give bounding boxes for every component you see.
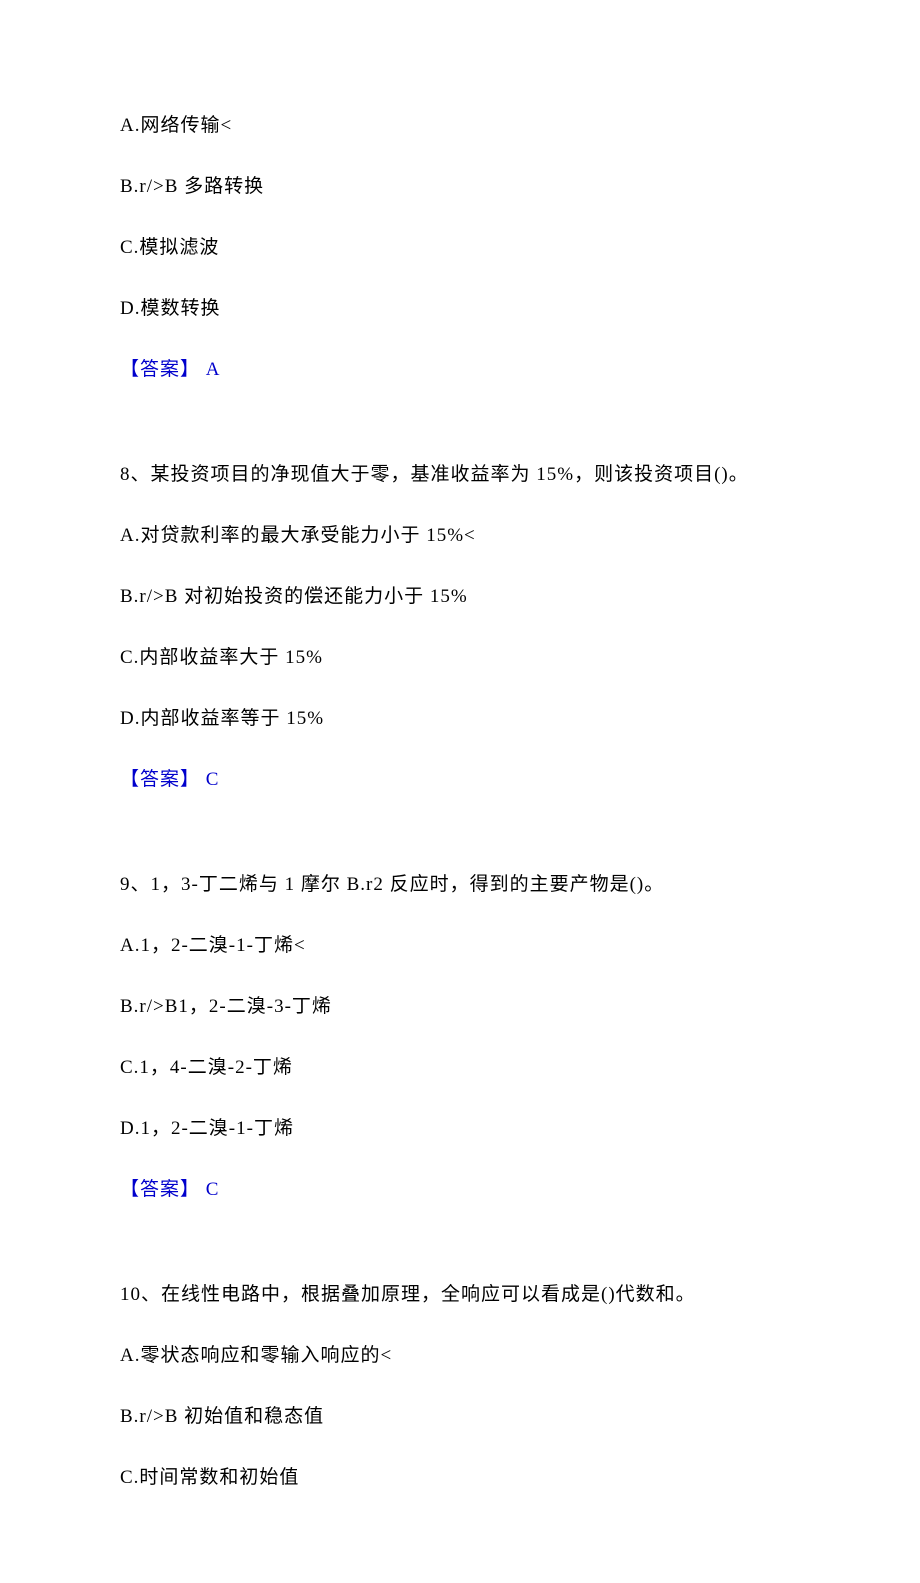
q8-option-d: D.内部收益率等于 15%: [120, 703, 800, 730]
q10-option-c: C.时间常数和初始值: [120, 1462, 800, 1489]
q8-option-b: B.r/>B 对初始投资的偿还能力小于 15%: [120, 581, 800, 608]
answer-value: C: [200, 1179, 219, 1200]
q9-stem: 9、1，3-丁二烯与 1 摩尔 B.r2 反应时，得到的主要产物是()。: [120, 869, 800, 896]
answer-label: 【答案】: [120, 769, 200, 790]
document-page: A.网络传输< B.r/>B 多路转换 C.模拟滤波 D.模数转换 【答案】 A…: [0, 0, 920, 1583]
q7-option-d: D.模数转换: [120, 293, 800, 320]
q8-stem: 8、某投资项目的净现值大于零，基准收益率为 15%，则该投资项目()。: [120, 459, 800, 486]
q7-option-a: A.网络传输<: [120, 110, 800, 137]
block-gap: [120, 415, 800, 459]
q10-option-b: B.r/>B 初始值和稳态值: [120, 1401, 800, 1428]
answer-label: 【答案】: [120, 1179, 200, 1200]
q8-option-a: A.对贷款利率的最大承受能力小于 15%<: [120, 520, 800, 547]
q9-option-d: D.1，2-二溴-1-丁烯: [120, 1113, 800, 1140]
q8-option-c: C.内部收益率大于 15%: [120, 642, 800, 669]
answer-value: A: [200, 359, 220, 380]
q9-answer: 【答案】 C: [120, 1174, 800, 1201]
q7-option-c: C.模拟滤波: [120, 232, 800, 259]
q9-option-c: C.1，4-二溴-2-丁烯: [120, 1052, 800, 1079]
q8-answer: 【答案】 C: [120, 764, 800, 791]
q9-option-a: A.1，2-二溴-1-丁烯<: [120, 930, 800, 957]
block-gap: [120, 825, 800, 869]
answer-label: 【答案】: [120, 359, 200, 380]
block-gap: [120, 1235, 800, 1279]
q10-option-a: A.零状态响应和零输入响应的<: [120, 1340, 800, 1367]
q7-option-b: B.r/>B 多路转换: [120, 171, 800, 198]
q7-answer: 【答案】 A: [120, 354, 800, 381]
q9-option-b: B.r/>B1，2-二溴-3-丁烯: [120, 991, 800, 1018]
answer-value: C: [200, 769, 219, 790]
